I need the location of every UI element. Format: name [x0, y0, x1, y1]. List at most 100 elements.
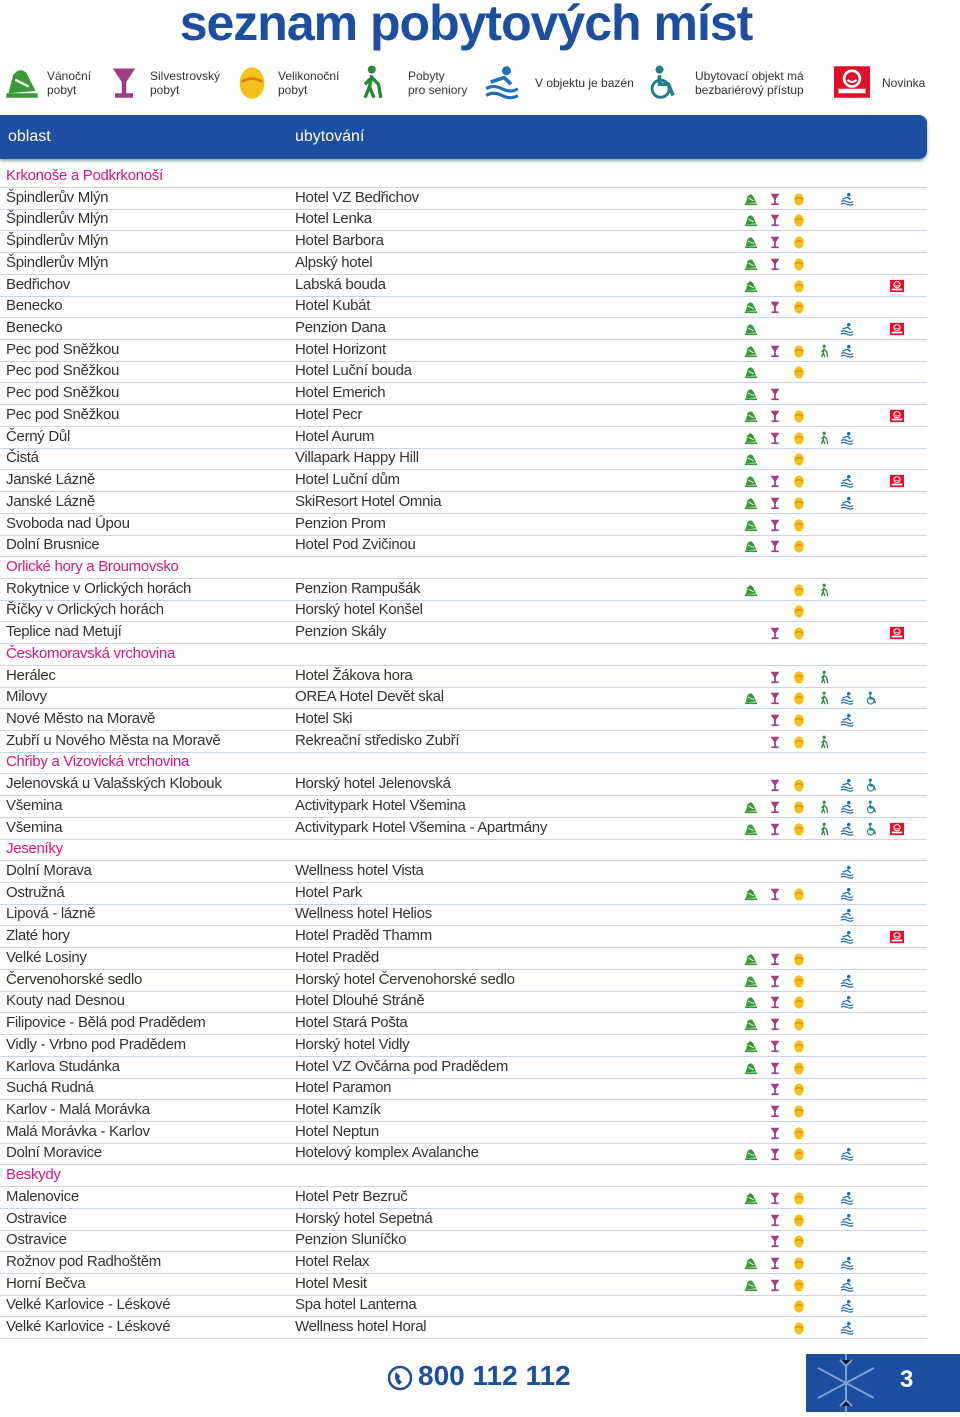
hotel: Hotel VZ Ovčárna pod Pradědem	[295, 1057, 509, 1075]
feature-icon	[792, 887, 806, 901]
section-title: Beskydy	[6, 1166, 61, 1184]
feature-icon	[744, 192, 758, 206]
feature-icon	[234, 64, 270, 100]
feature-icon	[768, 431, 782, 445]
separator	[0, 252, 927, 254]
feature-icon	[744, 409, 758, 423]
separator	[0, 404, 927, 406]
separator	[0, 273, 927, 275]
place: Špindlerův Mlýn	[6, 232, 109, 250]
feature-icon	[768, 1061, 782, 1075]
feature-icon	[840, 930, 854, 944]
feature-icon	[792, 431, 806, 445]
hotel: Hotel Lenka	[295, 210, 372, 228]
place: Čistá	[6, 449, 39, 467]
place: Suchá Rudná	[6, 1079, 94, 1097]
feature-icon	[792, 952, 806, 966]
hotel: Wellness hotel Helios	[295, 905, 432, 923]
phone-number: 800 112 112	[418, 1360, 571, 1391]
feature-icon	[792, 1039, 806, 1053]
place: Říčky v Orlických horách	[6, 601, 164, 619]
feature-icon	[840, 1213, 854, 1227]
hotel: Hotel Žákova hora	[295, 666, 413, 684]
place: Dolní Morava	[6, 862, 92, 880]
feature-icon	[792, 995, 806, 1009]
hotel: Wellness hotel Vista	[295, 862, 424, 880]
feature-icon	[106, 64, 142, 100]
hotel: Horský hotel Konšel	[295, 601, 423, 619]
separator	[0, 1316, 927, 1318]
legend-line: pobyt	[150, 83, 180, 97]
feature-icon	[768, 235, 782, 249]
feature-icon	[840, 322, 854, 336]
feature-icon	[768, 713, 782, 727]
hotel: Hotel Kamzík	[295, 1100, 381, 1118]
feature-icon	[792, 192, 806, 206]
feature-icon	[792, 496, 806, 510]
feature-icon	[744, 822, 758, 836]
feature-icon	[865, 778, 879, 792]
separator	[0, 469, 927, 471]
legend-label: V objektu je bazén	[535, 76, 634, 90]
place: Velké Losiny	[6, 948, 87, 966]
feature-icon	[865, 691, 879, 705]
place: Ostružná	[6, 883, 65, 901]
feature-icon	[792, 670, 806, 684]
feature-icon	[768, 1104, 782, 1118]
feature-icon	[890, 279, 904, 293]
feature-icon	[768, 539, 782, 553]
feature-icon	[744, 1278, 758, 1292]
feature-icon	[792, 213, 806, 227]
feature-icon	[744, 1147, 758, 1161]
feature-icon	[768, 995, 782, 1009]
feature-icon	[890, 822, 904, 836]
separator	[0, 1077, 927, 1079]
feature-icon	[792, 778, 806, 792]
place: Janské Lázně	[6, 471, 95, 489]
feature-icon	[768, 691, 782, 705]
separator	[0, 751, 927, 753]
feature-icon	[744, 431, 758, 445]
legend-line: Pobyty	[408, 69, 445, 83]
place: Teplice nad Metují	[6, 623, 122, 641]
hotel: Spa hotel Lanterna	[295, 1296, 417, 1314]
separator	[0, 1207, 927, 1209]
feature-icon	[792, 735, 806, 749]
feature-icon	[744, 800, 758, 814]
legend-label: Velikonoční pobyt	[278, 69, 339, 97]
feature-icon	[818, 691, 832, 705]
place: Bedřichov	[6, 275, 71, 293]
feature-icon	[768, 1017, 782, 1031]
place: Všemina	[6, 796, 63, 814]
feature-icon	[744, 691, 758, 705]
place: Kouty nad Desnou	[6, 992, 125, 1010]
feature-icon	[792, 1299, 806, 1313]
feature-icon	[768, 518, 782, 532]
feature-icon	[840, 778, 854, 792]
place: Filipovice - Bělá pod Pradědem	[6, 1014, 206, 1032]
place: Pec pod Sněžkou	[6, 405, 120, 423]
separator	[0, 1229, 927, 1231]
place: Špindlerův Mlýn	[6, 210, 109, 228]
place: Všemina	[6, 818, 63, 836]
feature-icon	[768, 344, 782, 358]
hotel: Hotel Ski	[295, 710, 353, 727]
hotel: Hotel Pod Zvičinou	[295, 536, 416, 554]
feature-icon	[792, 1104, 806, 1118]
column-header: oblast	[8, 128, 51, 145]
feature-icon	[840, 995, 854, 1009]
legend-line: Novinka	[882, 76, 926, 90]
feature-icon	[890, 930, 904, 944]
feature-icon	[792, 1147, 806, 1161]
feature-icon	[792, 1082, 806, 1096]
place: Pec pod Sněžkou	[6, 340, 120, 358]
hotel: Hotel Emerich	[295, 384, 386, 402]
separator	[0, 230, 927, 232]
hotel: Penzion Sluníčko	[295, 1231, 407, 1249]
feature-icon	[840, 713, 854, 727]
feature-icon	[792, 604, 806, 618]
feature-icon	[818, 344, 832, 358]
place: Karlova Studánka	[6, 1057, 120, 1075]
feature-icon	[840, 1191, 854, 1205]
place: Ostravice	[6, 1209, 67, 1227]
